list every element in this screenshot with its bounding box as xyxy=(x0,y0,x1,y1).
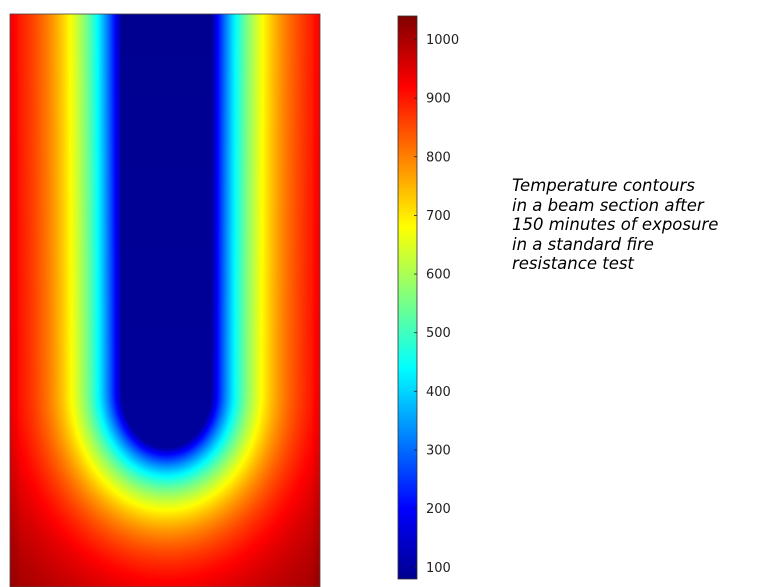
colorbar-tick-label: 600 xyxy=(426,268,451,283)
heatmap-frame xyxy=(9,13,321,587)
caption-line: Temperature contours xyxy=(512,176,695,195)
colorbar-tick-label: 300 xyxy=(426,443,451,458)
colorbar-tick-label: 500 xyxy=(426,326,451,341)
colorbar-tick-label: 400 xyxy=(426,385,451,400)
figure-caption: Temperature contours in a beam section a… xyxy=(512,176,757,274)
colorbar-ticks: 1000 900 800 700 600 500 400 300 200 100 xyxy=(414,33,459,576)
colorbar-tick-label: 200 xyxy=(426,502,451,517)
colorbar: 1000 900 800 700 600 500 400 300 200 100 xyxy=(397,15,459,580)
caption-line: 150 minutes of exposure xyxy=(512,215,719,234)
colorbar-tick-label: 700 xyxy=(426,209,451,224)
colorbar-tick-label: 800 xyxy=(426,150,451,165)
colorbar-tick-label: 1000 xyxy=(426,33,459,48)
caption-line: in a beam section after xyxy=(512,195,704,215)
colorbar-tick-label: 100 xyxy=(426,561,451,576)
colorbar-bar xyxy=(397,15,418,580)
caption-line: in a standard fire xyxy=(512,234,654,254)
colorbar-tick-label: 900 xyxy=(426,92,451,107)
caption-line: resistance test xyxy=(512,254,634,273)
temperature-field xyxy=(10,14,320,587)
beam-section-heatmap xyxy=(10,14,320,587)
